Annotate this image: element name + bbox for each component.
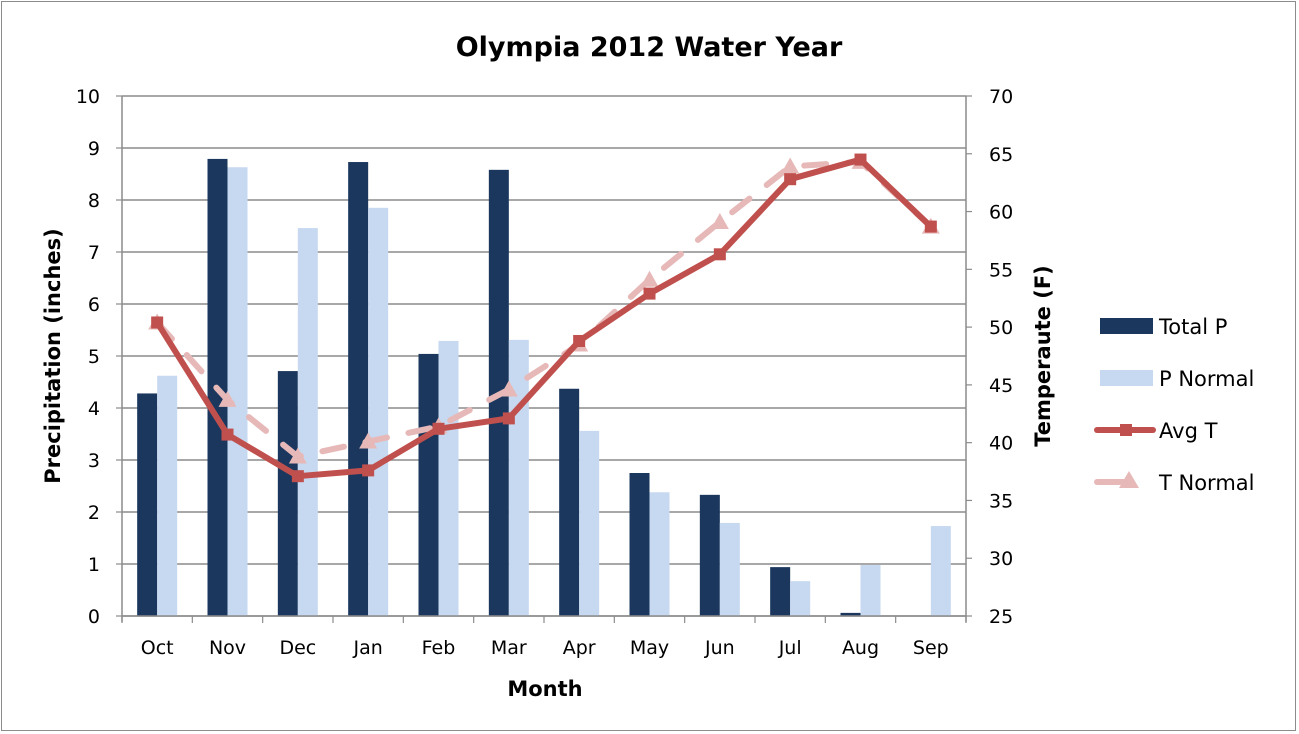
y2-tick-label: 35 (989, 490, 1013, 512)
legend: Total P P Normal Avg T T Normal (1094, 315, 1254, 495)
x-tick-label: Sep (913, 637, 949, 659)
bar-p-normal (579, 430, 600, 616)
y-tick-label: 7 (88, 242, 100, 264)
marker-t-normal (710, 212, 729, 229)
bar-p-normal (297, 228, 318, 616)
y2-tick-label: 70 (989, 86, 1013, 108)
x-tick-label: Dec (279, 637, 316, 659)
bar-p-normal (649, 492, 670, 616)
x-axis-label: Month (507, 677, 582, 701)
line-avg-t (154, 156, 934, 480)
y2-axis-ticks: 25 30 35 40 45 50 55 60 65 70 (989, 86, 1013, 628)
x-tick-label: Apr (563, 637, 596, 659)
bar-total-p (348, 162, 369, 617)
marker-avg-t (643, 287, 656, 300)
legend-label-avg-t: Avg T (1159, 419, 1218, 443)
marker-t-normal (781, 157, 800, 174)
bar-total-p (559, 388, 580, 616)
bar-total-p (629, 473, 650, 616)
marker-t-normal (359, 432, 378, 449)
marker-avg-t (573, 334, 586, 347)
bar-p-normal (860, 565, 881, 616)
lines (148, 152, 940, 483)
bar-p-normal (227, 167, 248, 617)
gridlines (122, 95, 966, 617)
y2-tick-label: 65 (989, 144, 1013, 166)
legend-marker-avg-t (1120, 424, 1132, 436)
y-tick-label: 4 (88, 398, 100, 420)
legend-marker-t-normal (1119, 471, 1139, 488)
y2-tick-label: 60 (989, 202, 1013, 224)
bar-total-p (277, 371, 298, 616)
y2-axis-label: Temperaute (F) (1031, 265, 1055, 447)
y2-tick-label: 45 (989, 375, 1013, 397)
bar-p-normal (368, 207, 389, 617)
y-tick-label: 5 (88, 346, 100, 368)
line-t-normal (154, 158, 934, 460)
marker-avg-t (784, 173, 797, 186)
bar-total-p (137, 393, 158, 616)
y-axis-label: Precipitation (inches) (41, 228, 65, 484)
marker-avg-t (221, 428, 234, 441)
legend-label-total-p: Total P (1158, 315, 1227, 339)
marker-avg-t (502, 412, 515, 425)
bar-p-normal (719, 522, 740, 616)
bars (137, 158, 951, 617)
y2-tick-label: 40 (989, 433, 1013, 455)
marker-t-normal (499, 380, 518, 397)
x-tick-label: Nov (209, 637, 246, 659)
bar-total-p (840, 612, 861, 616)
marker-t-normal (288, 447, 307, 464)
marker-avg-t (854, 153, 867, 166)
bar-total-p (770, 567, 791, 616)
bar-total-p (699, 494, 720, 616)
y-tick-label: 1 (88, 554, 100, 576)
bar-p-normal (508, 339, 529, 616)
bar-total-p (418, 353, 439, 616)
y2-tick-label: 25 (989, 606, 1013, 628)
y-tick-label: 6 (88, 294, 100, 316)
marker-avg-t (713, 248, 726, 261)
x-tick-label: Feb (422, 637, 456, 659)
x-tick-label: Jun (704, 637, 735, 659)
legend-label-t-normal: T Normal (1158, 471, 1254, 495)
chart-title: Olympia 2012 Water Year (456, 32, 843, 63)
y-axis-ticks: 0 1 2 3 4 5 6 7 8 9 10 (76, 86, 100, 628)
y-tick-label: 9 (88, 138, 100, 160)
x-axis-ticks: Oct Nov Dec Jan Feb Mar Apr May Jun Jul Aug Sep (141, 637, 949, 659)
y-tick-label: 8 (88, 190, 100, 212)
marker-t-normal (640, 270, 659, 287)
marker-avg-t (151, 316, 164, 329)
legend-label-p-normal: P Normal (1159, 367, 1254, 391)
x-tick-label: May (630, 637, 669, 659)
bar-p-normal (790, 581, 811, 616)
y-tick-label: 10 (76, 86, 100, 108)
bar-p-normal (157, 375, 178, 616)
axes (116, 95, 972, 623)
legend-swatch-p-normal (1100, 370, 1153, 386)
x-tick-label: Mar (491, 637, 527, 659)
y2-tick-label: 55 (989, 259, 1013, 281)
marker-avg-t (432, 422, 445, 435)
y-tick-label: 3 (88, 450, 100, 472)
y2-tick-label: 30 (989, 548, 1013, 570)
legend-swatch-total-p (1100, 318, 1153, 334)
y2-tick-label: 50 (989, 317, 1013, 339)
marker-avg-t (362, 464, 375, 477)
y-tick-label: 0 (88, 606, 100, 628)
marker-t-normal (218, 390, 237, 407)
marker-avg-t (924, 220, 937, 233)
marker-avg-t (291, 470, 304, 483)
x-tick-label: Oct (141, 637, 174, 659)
bar-p-normal (438, 340, 459, 616)
y-tick-label: 2 (88, 502, 100, 524)
x-tick-label: Aug (842, 637, 879, 659)
bar-p-normal (930, 526, 951, 616)
x-tick-label: Jan (353, 637, 383, 659)
x-tick-label: Jul (778, 637, 802, 659)
